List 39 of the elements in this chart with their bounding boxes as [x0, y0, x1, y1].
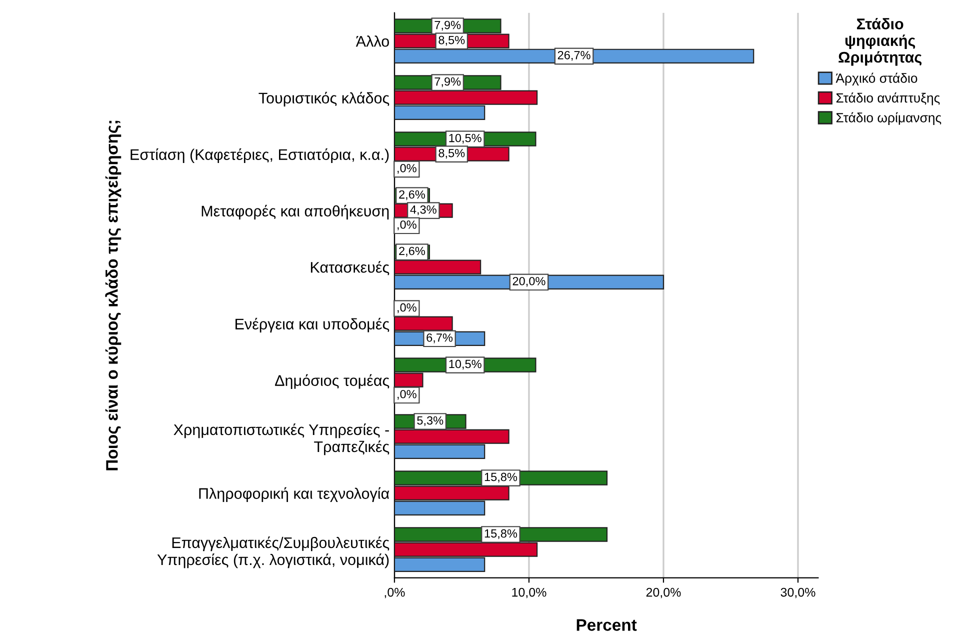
- y-tick-label: Δημόσιος τομέας: [275, 374, 390, 389]
- legend-label: Στάδιο ωρίμανσης: [836, 112, 942, 125]
- legend-label: Άρχικό στάδιο: [836, 72, 918, 86]
- y-tick-label: Μεταφορές και αποθήκευση: [202, 204, 389, 220]
- data-label: 26,7%: [558, 50, 590, 61]
- data-label: 6,7%: [426, 333, 453, 344]
- y-tick-label: Πληροφορική και τεχνολογία: [199, 487, 390, 502]
- data-label: 7,9%: [434, 77, 461, 88]
- data-label: 2,6%: [399, 246, 425, 257]
- data-label: ,0%: [398, 220, 416, 230]
- y-tick-label: Εστίαση (Καφετέριες, Εστιατόρια, κ.α.): [130, 148, 389, 164]
- x-tick-label: ,0%: [384, 588, 405, 598]
- data-label: 20,0%: [512, 276, 546, 287]
- y-tick-label: Άλλο: [356, 36, 389, 47]
- data-label: 7,9%: [434, 20, 461, 31]
- x-tick-label: 10,0%: [512, 588, 546, 598]
- data-label: 15,8%: [484, 529, 518, 540]
- data-label: 15,8%: [484, 472, 518, 483]
- y-tick-label: Ενέργεια και υποδομές: [236, 318, 390, 332]
- data-label: 5,3%: [417, 416, 444, 426]
- data-label: 2,6%: [399, 190, 425, 200]
- data-label: 8,5%: [438, 36, 465, 46]
- x-tick-label: 30,0%: [780, 588, 816, 598]
- legend-label: Στάδιο ανάπτυξης: [836, 92, 940, 106]
- data-label: 10,5%: [449, 134, 482, 144]
- data-label: 8,5%: [438, 148, 465, 159]
- y-tick-label: Χρηματοπιστωτικές Υπηρεσίες - Τραπεζικές: [174, 423, 390, 456]
- data-label: 10,5%: [449, 360, 482, 370]
- legend-title: Στάδιο ψηφιακής Ωριμότητας: [838, 18, 922, 66]
- data-label: ,0%: [398, 390, 416, 400]
- y-axis-title: Ποιος είναι ο κύριος κλάδο της επιχείρησης;: [105, 120, 122, 470]
- x-axis-title: Percent: [576, 619, 637, 631]
- data-label: 4,3%: [410, 205, 436, 216]
- y-tick-label: Κατασκευές: [310, 261, 390, 276]
- x-tick-label: 20,0%: [646, 588, 681, 598]
- data-label: ,0%: [398, 303, 416, 314]
- data-label: ,0%: [398, 164, 416, 174]
- y-tick-label: Τουριστικός κλάδος: [258, 92, 390, 107]
- y-tick-label: Επαγγελματικές/Συμβουλευτικές Υπηρεσίες (π.χ. λογιστικά, νομικά): [157, 536, 390, 568]
